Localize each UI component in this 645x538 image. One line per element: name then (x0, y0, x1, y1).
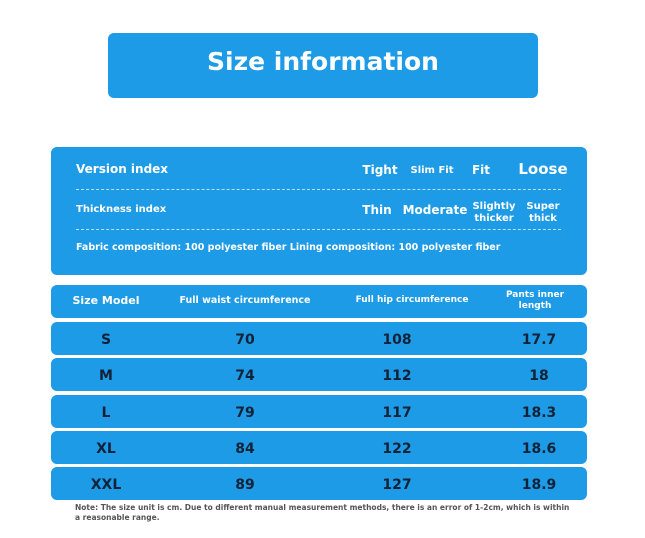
table-row: L 79 117 18.3 (51, 394, 587, 428)
table-cell: 70 (235, 332, 255, 348)
divider (76, 189, 561, 190)
table-cell: 89 (235, 477, 255, 494)
version-option: Slim Fit (410, 165, 454, 176)
version-option: Tight (362, 163, 398, 177)
table-cell: XXL (90, 477, 122, 494)
table-cell: 117 (382, 404, 412, 421)
table-row: S 70 108 17.7 (51, 322, 587, 355)
table-row: XXL 89 127 18.9 (51, 467, 587, 501)
table-cell: 79 (235, 404, 255, 421)
table-cell: M (99, 368, 113, 385)
header-cell: Full hip circumference (355, 295, 469, 305)
thickness-option: Moderate (402, 203, 468, 217)
note: Note: The size unit is cm. Due to differ… (75, 503, 570, 522)
thickness-label: Thickness index (76, 204, 167, 215)
title-banner: Size information (108, 33, 538, 98)
thickness-option: Super thick (526, 201, 560, 224)
table-cell: 112 (382, 368, 412, 385)
table-cell: 74 (235, 368, 255, 385)
table-cell: XL (96, 440, 116, 457)
title: Size information (207, 47, 439, 76)
table-cell: 18 (529, 368, 549, 385)
table-cell: L (101, 404, 111, 421)
table-header: Size Model Full waist circumference Full… (51, 285, 587, 318)
table-cell: 84 (235, 440, 255, 457)
table-cell: 108 (382, 332, 412, 348)
table-cell: 17.7 (521, 332, 557, 348)
info-panel: Version index Tight Slim Fit Fit Loose T… (51, 147, 587, 275)
divider (76, 229, 561, 230)
version-option: Loose (518, 160, 568, 178)
thickness-option: Thin (362, 203, 392, 217)
table-cell: 122 (382, 440, 412, 457)
header-cell: Size Model (72, 294, 140, 307)
fabric-text: Fabric composition: 100 polyester fiber … (76, 242, 501, 253)
version-label: Version index (76, 162, 169, 176)
table-cell: 18.3 (521, 404, 557, 421)
table-row: XL 84 122 18.6 (51, 430, 587, 464)
table-cell: S (100, 332, 112, 348)
table-cell: 127 (382, 477, 412, 494)
version-option: Fit (471, 163, 491, 177)
header-cell: Full waist circumference (179, 295, 311, 306)
table-row: M 74 112 18 (51, 358, 587, 392)
thickness-option: Slightly thicker (472, 201, 516, 224)
header-cell: Pants inner length (505, 290, 565, 311)
table-cell: 18.9 (521, 477, 557, 494)
table-cell: 18.6 (521, 440, 557, 457)
